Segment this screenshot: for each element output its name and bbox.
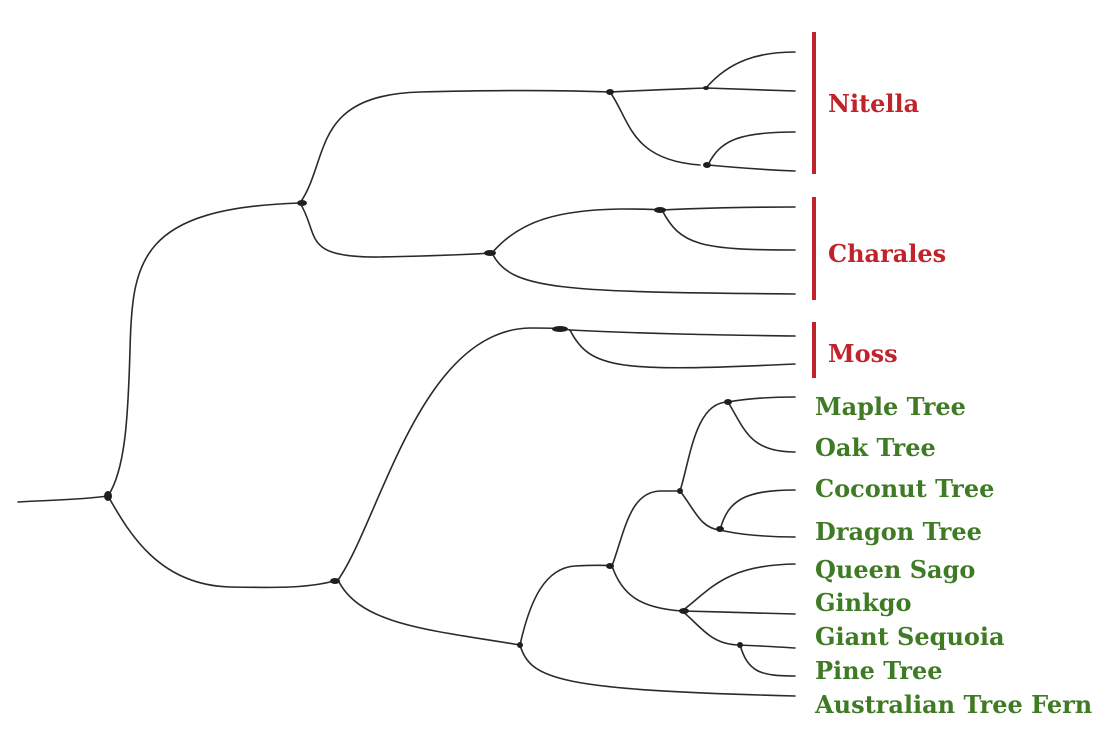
- node-gymnosperms: [679, 608, 689, 614]
- root-branch: [17, 495, 109, 503]
- node-angiosperms: [677, 488, 683, 494]
- node-nitella-upper: [703, 86, 709, 90]
- branch-charales-tip-1: [661, 206, 796, 211]
- branch-to-nitella: [299, 89, 611, 204]
- branch-to-moss: [337, 327, 571, 581]
- node-coconut-dragon: [716, 526, 724, 532]
- branch-nitella-upper: [609, 87, 707, 93]
- species-label: Queen Sago: [815, 555, 975, 584]
- branch-oak: [727, 401, 796, 453]
- species-label: Maple Tree: [815, 392, 966, 421]
- species-label: Giant Sequoia: [815, 622, 1005, 651]
- branch-to-conifers: [681, 610, 741, 646]
- node-conifers: [737, 642, 743, 648]
- branch-to-coconut-dragon: [679, 490, 721, 531]
- group-label-charales: Charales: [828, 239, 946, 268]
- branch-to-seed-plants: [519, 564, 613, 646]
- branch-nitella-tip-3: [707, 131, 796, 166]
- branch-to-angiosperms: [611, 490, 681, 567]
- species-label: Australian Tree Fern: [814, 690, 1092, 719]
- species-label: Pine Tree: [815, 656, 943, 685]
- branch-ginkgo: [681, 610, 796, 615]
- branch-queen-sago: [681, 563, 796, 612]
- species-label: Oak Tree: [815, 433, 936, 462]
- branch-coconut: [719, 489, 796, 531]
- branch-root-to-algae: [107, 202, 301, 497]
- node-land-plants: [330, 578, 340, 584]
- tree-branches: [17, 51, 796, 697]
- branch-to-maple-oak: [679, 401, 729, 492]
- branch-nodes: [104, 86, 743, 648]
- branch-moss-tip-1: [569, 329, 796, 337]
- branch-to-tree-fern: [519, 644, 796, 697]
- node-charales-upper: [654, 207, 666, 213]
- branch-to-vascular: [337, 579, 521, 646]
- node-vascular: [517, 642, 523, 648]
- branch-nitella-tip-4: [707, 164, 796, 172]
- node-maple-oak: [724, 399, 732, 405]
- node-nitella: [606, 89, 614, 95]
- branch-giant-sequoia: [739, 644, 796, 649]
- branch-moss-tip-2: [569, 329, 796, 369]
- branch-charales-upper: [491, 208, 663, 254]
- branch-to-charales: [299, 202, 493, 258]
- branch-dragon: [719, 529, 796, 538]
- node-charales: [484, 250, 496, 256]
- branch-root-to-land-plants: [107, 495, 339, 589]
- group-label-nitella: Nitella: [828, 89, 919, 118]
- group-label-moss: Moss: [828, 339, 898, 368]
- branch-nitella-tip-2: [705, 87, 796, 92]
- species-label: Ginkgo: [815, 588, 911, 617]
- branch-nitella-tip-1: [705, 51, 796, 89]
- species-label: Coconut Tree: [815, 474, 994, 503]
- group-labels: Nitella Charales Moss: [828, 89, 946, 368]
- node-nitella-lower: [703, 162, 711, 168]
- species-labels: Maple Tree Oak Tree Coconut Tree Dragon …: [814, 392, 1092, 719]
- node-root: [104, 491, 112, 501]
- species-label: Dragon Tree: [815, 517, 982, 546]
- branch-to-gymnosperms: [611, 565, 683, 612]
- branch-charales-tip-2: [661, 209, 796, 251]
- branch-charales-tip-3: [491, 252, 796, 295]
- branch-maple: [727, 396, 796, 403]
- branch-pine: [739, 644, 796, 677]
- node-seed-plants: [606, 563, 614, 569]
- node-algae: [297, 200, 307, 206]
- branch-nitella-lower: [609, 91, 701, 166]
- node-moss: [552, 326, 568, 332]
